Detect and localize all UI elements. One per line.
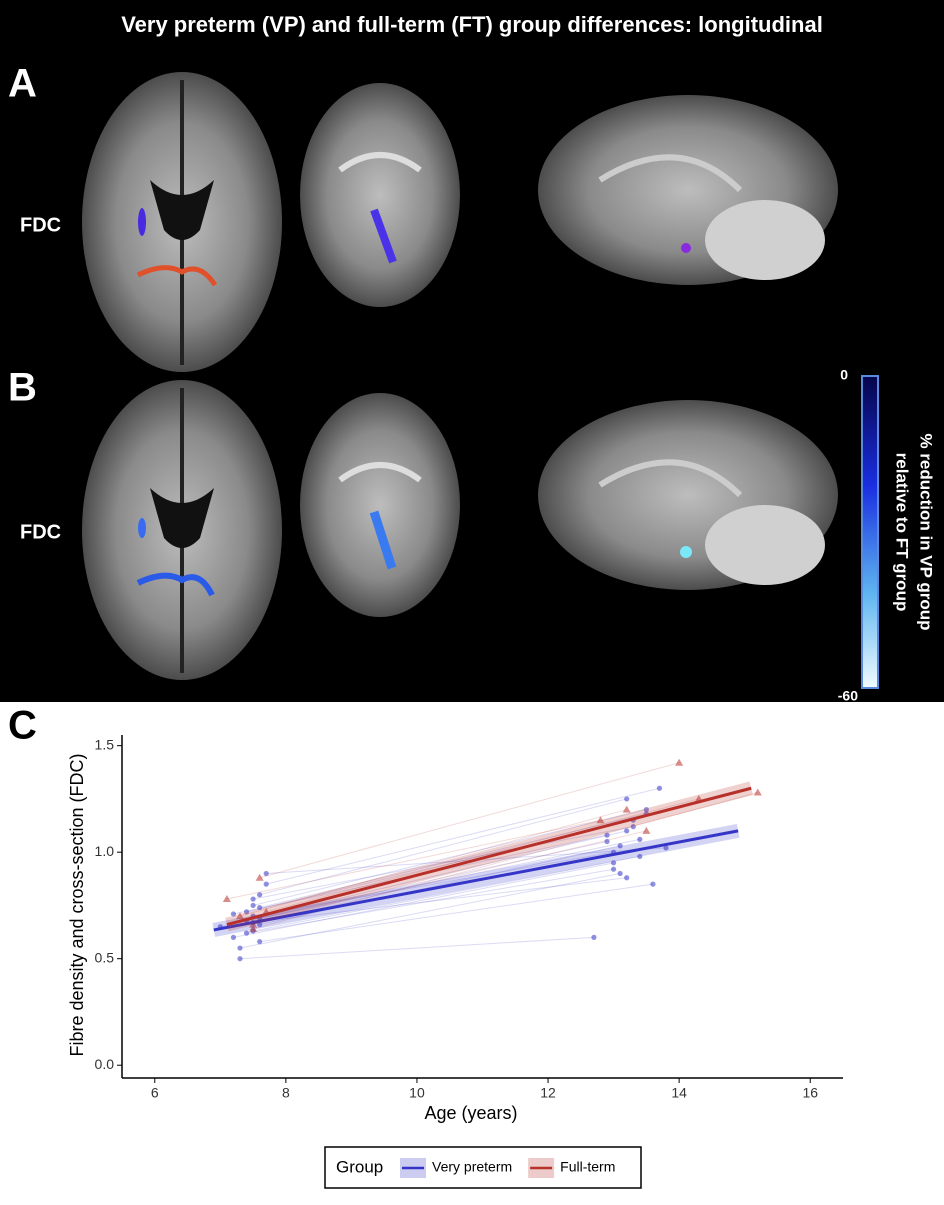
- subject-line: [266, 787, 660, 885]
- panel-label: C: [8, 704, 37, 748]
- y-tick-label: 0.0: [95, 1056, 115, 1072]
- subject-line: [259, 798, 627, 896]
- point: [263, 881, 269, 887]
- legend-label: Very preterm: [432, 1159, 512, 1175]
- point: [257, 892, 263, 898]
- point: [249, 924, 258, 932]
- subject-line: [259, 845, 621, 926]
- x-tick-label: 10: [409, 1085, 425, 1101]
- x-tick-label: 16: [802, 1085, 818, 1101]
- subject-line: [252, 855, 640, 932]
- y-tick-label: 1.5: [95, 736, 115, 752]
- y-axis-title: Fibre density and cross-section (FDC): [67, 753, 87, 1056]
- chart: Age (years) Fibre density and cross-sect…: [67, 735, 843, 1189]
- row-label: FDC: [20, 521, 61, 543]
- colorbar-label: -60: [838, 688, 858, 704]
- colorbar: [861, 375, 879, 689]
- point: [257, 904, 263, 911]
- x-tick-label: 14: [671, 1085, 687, 1101]
- point: [230, 934, 237, 940]
- point: [675, 758, 684, 766]
- subject-line: [259, 883, 653, 943]
- subject-line: [253, 851, 614, 917]
- point: [235, 912, 244, 920]
- fit-line: [226, 786, 752, 927]
- subject-line: [226, 819, 601, 900]
- point: [642, 826, 651, 834]
- point: [604, 832, 610, 838]
- point: [656, 785, 663, 791]
- point: [243, 909, 250, 915]
- y-tick-label: 1.0: [95, 843, 115, 859]
- point: [617, 843, 623, 849]
- panel-label: A: [8, 62, 37, 106]
- brain-slices-a: [82, 72, 838, 372]
- legend-label: Full-term: [560, 1159, 615, 1175]
- point: [604, 838, 610, 845]
- y-tick-label: 0.5: [95, 949, 115, 965]
- colorbar-label: 0: [840, 367, 848, 383]
- point: [249, 920, 258, 928]
- x-axis-title: Age (years): [424, 1103, 517, 1123]
- point: [617, 870, 623, 877]
- point: [630, 824, 636, 830]
- point: [250, 902, 256, 909]
- legend-title: Group: [336, 1157, 383, 1176]
- row-label: FDC: [20, 214, 61, 236]
- point: [596, 816, 605, 824]
- subject-line: [220, 841, 608, 928]
- point: [230, 911, 237, 917]
- x-tick-label: 8: [282, 1085, 290, 1101]
- colorbar-title: relative to FT group: [893, 453, 912, 612]
- point: [622, 805, 631, 813]
- brain-slices-b: [82, 380, 838, 680]
- point: [663, 845, 669, 851]
- x-tick-label: 6: [151, 1085, 159, 1101]
- point: [637, 836, 643, 842]
- point: [650, 881, 656, 887]
- subject-line: [233, 862, 614, 938]
- subject-line: [246, 830, 627, 921]
- subject-line: [259, 762, 680, 879]
- subject-line: [259, 813, 647, 909]
- subject-line: [266, 798, 699, 913]
- colorbar-title: % reduction in VP group: [917, 433, 936, 630]
- x-tick-label: 12: [540, 1085, 556, 1101]
- point: [753, 788, 762, 796]
- point: [624, 828, 630, 834]
- subject-line: [252, 809, 647, 906]
- point: [624, 875, 630, 881]
- point: [243, 930, 250, 936]
- point: [624, 796, 630, 802]
- subject-line: [252, 826, 634, 900]
- panel-label: B: [8, 366, 37, 410]
- subject-line: [259, 838, 640, 919]
- point: [610, 866, 617, 872]
- subject-line: [253, 877, 627, 923]
- point: [257, 922, 263, 928]
- point: [237, 956, 243, 962]
- fit-line: [213, 829, 739, 932]
- legend-box: [324, 1146, 642, 1189]
- point: [263, 870, 269, 877]
- figure-title: Very preterm (VP) and full-term (FT) gro…: [121, 12, 823, 37]
- point: [257, 939, 263, 945]
- point: [250, 896, 256, 902]
- subject-line: [239, 872, 621, 949]
- point: [237, 945, 243, 951]
- subject-line: [239, 936, 594, 960]
- subject-line: [239, 809, 627, 917]
- subject-line: [246, 868, 614, 934]
- point: [610, 860, 617, 866]
- point: [222, 895, 231, 903]
- point: [637, 853, 643, 860]
- subject-line: [266, 847, 667, 874]
- point: [591, 934, 597, 940]
- point: [255, 873, 264, 881]
- point: [643, 806, 649, 813]
